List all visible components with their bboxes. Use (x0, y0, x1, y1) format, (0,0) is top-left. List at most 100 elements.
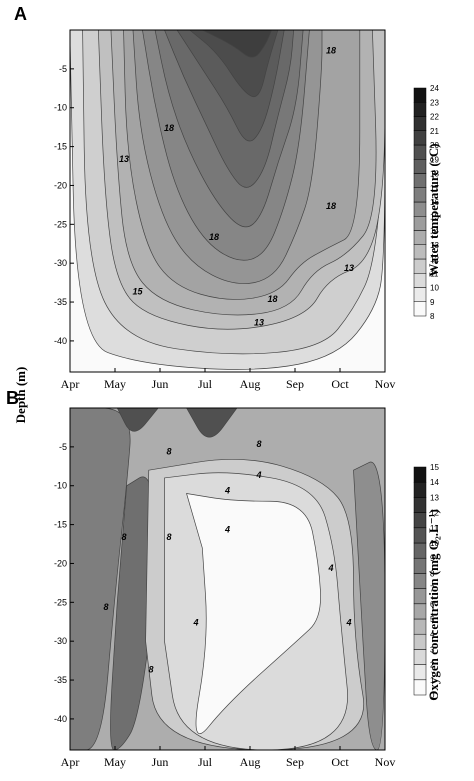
colorbar-tick-label: 7 (430, 585, 435, 594)
contour-label: 13 (119, 154, 129, 164)
y-tick-label: -20 (54, 558, 67, 568)
colorbar-cell (413, 301, 427, 317)
contour-label: 4 (345, 618, 351, 628)
contour-label: 18 (326, 201, 336, 211)
colorbar-tick-label: 12 (430, 255, 439, 264)
y-tick-label: -10 (54, 103, 67, 113)
colorbar-tick-label: 17 (430, 184, 439, 193)
contour-label: 13 (344, 263, 354, 273)
colorbar-tick-label: 20 (430, 141, 439, 150)
colorbar-cell (413, 603, 427, 620)
x-tick-label: Aug (240, 377, 261, 391)
x-tick-label: May (104, 377, 126, 391)
colorbar-tick-label: 9 (430, 554, 435, 563)
x-tick-label: Aug (240, 755, 261, 769)
colorbar-tick-label: 12 (430, 509, 439, 518)
contour-label: 8 (166, 447, 171, 457)
y-tick-label: -5 (59, 442, 67, 452)
colorbar-tick-label: 13 (430, 241, 439, 250)
plot-frame (69, 407, 386, 751)
colorbar-cell (413, 244, 427, 260)
x-tick-label: Apr (61, 755, 80, 769)
contour-label: 13 (254, 317, 264, 327)
y-tick-label: -10 (54, 481, 67, 491)
colorbar-cell (413, 542, 427, 559)
contour-label: 18 (267, 294, 277, 304)
colorbar-tick-label: 15 (430, 463, 439, 472)
colorbar-cell (413, 512, 427, 529)
colorbar-tick-label: 8 (430, 312, 435, 321)
colorbar-tick-label: 21 (430, 127, 439, 136)
colorbar-cell (413, 557, 427, 574)
colorbar-tick-label: 5 (430, 615, 435, 624)
x-tick-label: Nov (375, 377, 396, 391)
colorbar-tick-label: 23 (430, 98, 439, 107)
colorbar-tick-label: 4 (430, 630, 435, 639)
x-tick-label: May (104, 755, 126, 769)
x-tick-label: Jun (152, 377, 169, 391)
contour-label: 4 (224, 486, 230, 496)
colorbar-cell (413, 173, 427, 188)
colorbar-cell (413, 527, 427, 544)
colorbar-cell (413, 497, 427, 513)
oxygen-band (116, 408, 159, 432)
y-tick-label: -5 (59, 64, 67, 74)
colorbar-tick-label: 11 (430, 524, 439, 533)
x-tick-label: Jul (198, 755, 213, 769)
colorbar-cell (413, 573, 427, 589)
contour-label: 8 (166, 532, 171, 542)
contour-label: 4 (327, 563, 333, 573)
colorbar-cell (413, 159, 427, 174)
y-tick-label: -40 (54, 714, 67, 724)
colorbar-cell (413, 258, 427, 274)
y-tick-label: -35 (54, 297, 67, 307)
y-tick-label: -15 (54, 520, 67, 530)
colorbar-tick-label: 0 (430, 691, 435, 700)
x-tick-label: Sep (286, 755, 304, 769)
colorbar-cell (413, 116, 427, 131)
y-tick-label: -15 (54, 142, 67, 152)
temperature-panel: 18 18 13 18 18 13 15 18 13 -5 -10 -15 -20 -25 -30 -35 -4… (54, 29, 439, 391)
y-tick-label: -20 (54, 180, 67, 190)
colorbar-tick-label: 11 (430, 269, 439, 278)
x-tick-label: Oct (331, 755, 349, 769)
temperature-band (202, 30, 272, 58)
colorbar-tick-label: 15 (430, 212, 439, 221)
x-tick-label: Nov (375, 755, 396, 769)
y-tick-label: -35 (54, 675, 67, 685)
colorbar-tick-label: 16 (430, 198, 439, 207)
oxygen-panel: 8 8 4 4 4 8 8 4 8 4 4 8 -5 -10 -15 -20 -25 -30 -35 -40 Apr Ma… (54, 407, 439, 769)
contour-label: 4 (192, 618, 198, 628)
contour-label: 8 (256, 439, 261, 449)
colorbar-tick-label: 18 (430, 170, 439, 179)
colorbar-tick-label: 3 (430, 645, 435, 654)
panel-b-letter: B (6, 388, 19, 408)
contour-label: 15 (132, 286, 143, 296)
plot-frame (69, 29, 386, 373)
colorbar-tick-label: 1 (430, 676, 435, 685)
colorbar-cell (413, 130, 427, 146)
colorbar-tick-label: 24 (430, 84, 439, 93)
colorbar-cell (413, 87, 427, 103)
colorbar-tick-label: 6 (430, 600, 435, 609)
colorbar-tick-label: 9 (430, 298, 435, 307)
colorbar-cell (413, 649, 427, 665)
colorbar-cell (413, 201, 427, 217)
colorbar-cell (413, 144, 427, 160)
colorbar-tick-label: 19 (430, 155, 439, 164)
contour-label: 8 (121, 532, 126, 542)
contour-label: 18 (164, 123, 174, 133)
oxygen-band (186, 493, 321, 734)
contour-label: 18 (326, 45, 336, 55)
x-tick-label: Apr (61, 377, 80, 391)
colorbar-cell (413, 273, 427, 288)
colorbar-cell (413, 102, 427, 117)
contour-label: 4 (224, 524, 230, 534)
panel-a-letter: A (14, 4, 27, 24)
contour-label: 4 (255, 470, 261, 480)
y-tick-label: -25 (54, 597, 67, 607)
x-tick-label: Oct (331, 377, 349, 391)
colorbar-cell (413, 481, 427, 498)
contour-label: 8 (148, 664, 153, 674)
